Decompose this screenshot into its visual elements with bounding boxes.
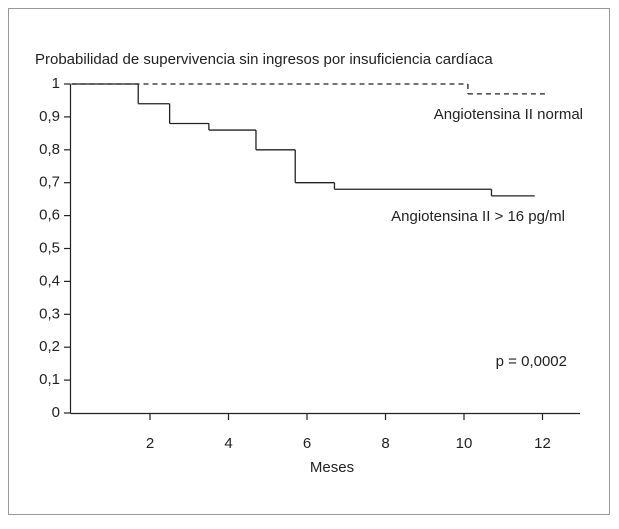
y-tick-label: 0,9 (39, 108, 60, 125)
x-tick-label: 2 (146, 435, 154, 452)
x-tick-label: 12 (534, 435, 551, 452)
p-value: p = 0,0002 (496, 353, 567, 370)
x-tick-label: 4 (224, 435, 232, 452)
y-tick-label: 0,3 (39, 305, 60, 322)
chart-title: Probabilidad de supervivencia sin ingres… (35, 51, 493, 68)
y-tick-label: 0,5 (39, 239, 60, 256)
y-tick-label: 0,8 (39, 141, 60, 158)
x-tick-label: 8 (381, 435, 389, 452)
series-label: Angiotensina II normal (434, 106, 583, 123)
y-tick-label: 0,4 (39, 272, 60, 289)
y-tick-label: 0,7 (39, 174, 60, 191)
x-axis-label: Meses (310, 459, 354, 476)
y-tick-label: 0,2 (39, 338, 60, 355)
y-tick-label: 0,1 (39, 371, 60, 388)
y-tick-label: 0 (52, 404, 60, 421)
y-tick-label: 1 (52, 75, 60, 92)
x-tick-label: 10 (456, 435, 473, 452)
x-tick-label: 6 (303, 435, 311, 452)
y-tick-label: 0,6 (39, 207, 60, 224)
frame (8, 8, 610, 515)
series-label: Angiotensina II > 16 pg/ml (391, 208, 565, 225)
